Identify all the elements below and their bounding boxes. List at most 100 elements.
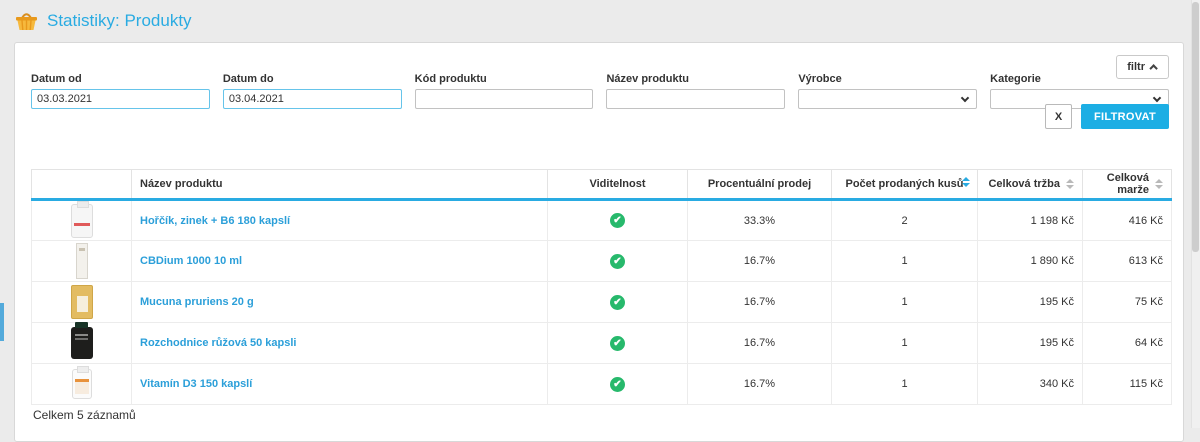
table-row: Hořčík, zinek + B6 180 kapslí 33.3% 2 1 … [32,200,1172,241]
revenue-cell: 340 Kč [978,364,1083,405]
count-cell: 1 [832,323,978,364]
column-header-image [32,170,132,200]
product-code-label: Kód produktu [415,73,594,85]
visibility-cell [548,282,688,323]
revenue-cell: 1 890 Kč [978,241,1083,282]
chevron-down-icon [1153,94,1161,102]
percent-cell: 16.7% [688,364,832,405]
date-from-input[interactable] [31,89,210,109]
column-header-revenue-label: Celková tržba [988,178,1060,190]
product-image-cell[interactable] [32,364,132,405]
filter-submit-button[interactable]: FILTROVAT [1081,104,1169,129]
margin-cell: 115 Kč [1083,364,1172,405]
sort-icon[interactable] [1066,179,1074,189]
visibility-cell [548,364,688,405]
product-image [71,285,93,319]
percent-cell: 16.7% [688,282,832,323]
product-image-cell[interactable] [32,241,132,282]
product-link[interactable]: Hořčík, zinek + B6 180 kapslí [140,215,290,227]
product-link[interactable]: Vitamín D3 150 kapslí [140,378,252,390]
visibility-cell [548,200,688,241]
revenue-cell: 195 Kč [978,323,1083,364]
product-name-input[interactable] [606,89,785,109]
product-image-cell[interactable] [32,282,132,323]
margin-cell: 75 Kč [1083,282,1172,323]
sort-icon[interactable] [1155,179,1163,189]
filter-field-product-code: Kód produktu [415,73,594,109]
product-code-input[interactable] [415,89,594,109]
column-header-margin-label: Celková marže [1091,172,1149,196]
filter-field-manufacturer: Výrobce [798,73,977,109]
visible-check-icon [610,336,625,351]
column-header-visibility: Viditelnost [548,170,688,200]
percent-cell: 16.7% [688,323,832,364]
record-count-summary: Celkem 5 záznamů [33,408,136,422]
column-header-revenue[interactable]: Celková tržba [978,170,1083,200]
page-header: Statistiky: Produkty [0,0,1200,37]
clear-filter-button[interactable]: X [1045,104,1072,129]
count-cell: 1 [832,241,978,282]
manufacturer-select[interactable] [798,89,977,109]
filter-toggle-label: filtr [1127,61,1145,73]
margin-cell: 64 Kč [1083,323,1172,364]
product-image [71,204,93,238]
left-edge-accent [0,303,4,341]
visible-check-icon [610,295,625,310]
filter-field-product-name: Název produktu [606,73,785,109]
column-header-name: Název produktu [132,170,548,200]
table-row: Rozchodnice růžová 50 kapsli 16.7% 1 195… [32,323,1172,364]
visible-check-icon [610,377,625,392]
table-row: CBDium 1000 10 ml 16.7% 1 1 890 Kč 613 K… [32,241,1172,282]
manufacturer-label: Výrobce [798,73,977,85]
column-header-margin[interactable]: Celková marže [1083,170,1172,200]
table-row: Mucuna pruriens 20 g 16.7% 1 195 Kč 75 K… [32,282,1172,323]
filter-actions: X FILTROVAT [1045,104,1169,129]
column-header-count[interactable]: Počet prodaných kusů [832,170,978,200]
count-cell: 2 [832,200,978,241]
product-image [76,243,88,279]
filter-field-date-from: Datum od [31,73,210,109]
revenue-cell: 1 198 Kč [978,200,1083,241]
date-to-input[interactable] [223,89,402,109]
count-cell: 1 [832,282,978,323]
percent-cell: 16.7% [688,241,832,282]
percent-cell: 33.3% [688,200,832,241]
scrollbar-thumb[interactable] [1192,2,1199,252]
statistics-table: Název produktu Viditelnost Procentuální … [31,169,1172,405]
content-card: filtr Datum od Datum do Kód produktu Náz… [14,42,1184,442]
date-from-label: Datum od [31,73,210,85]
revenue-cell: 195 Kč [978,282,1083,323]
visible-check-icon [610,213,625,228]
product-link[interactable]: Mucuna pruriens 20 g [140,296,254,308]
product-name-cell: Rozchodnice růžová 50 kapsli [132,323,548,364]
table-header-row: Název produktu Viditelnost Procentuální … [32,170,1172,200]
column-header-count-label: Počet prodaných kusů [846,178,964,190]
product-image-cell[interactable] [32,200,132,241]
margin-cell: 416 Kč [1083,200,1172,241]
product-image [71,327,93,359]
chevron-down-icon [961,94,969,102]
product-name-cell: CBDium 1000 10 ml [132,241,548,282]
visible-check-icon [610,254,625,269]
filter-field-date-to: Datum do [223,73,402,109]
chevron-up-icon [1149,64,1157,72]
column-header-percent: Procentuální prodej [688,170,832,200]
filter-toggle-button[interactable]: filtr [1116,55,1169,79]
table-row: Vitamín D3 150 kapslí 16.7% 1 340 Kč 115… [32,364,1172,405]
product-image [72,369,92,399]
product-name-cell: Hořčík, zinek + B6 180 kapslí [132,200,548,241]
visibility-cell [548,323,688,364]
product-link[interactable]: CBDium 1000 10 ml [140,255,242,267]
sort-icon[interactable] [962,177,970,187]
product-name-cell: Vitamín D3 150 kapslí [132,364,548,405]
basket-icon [15,10,38,31]
product-image-cell[interactable] [32,323,132,364]
margin-cell: 613 Kč [1083,241,1172,282]
product-name-label: Název produktu [606,73,785,85]
count-cell: 1 [832,364,978,405]
scrollbar[interactable] [1191,0,1200,428]
date-to-label: Datum do [223,73,402,85]
product-link[interactable]: Rozchodnice růžová 50 kapsli [140,337,297,349]
visibility-cell [548,241,688,282]
filter-panel: Datum od Datum do Kód produktu Název pro… [31,73,1169,109]
